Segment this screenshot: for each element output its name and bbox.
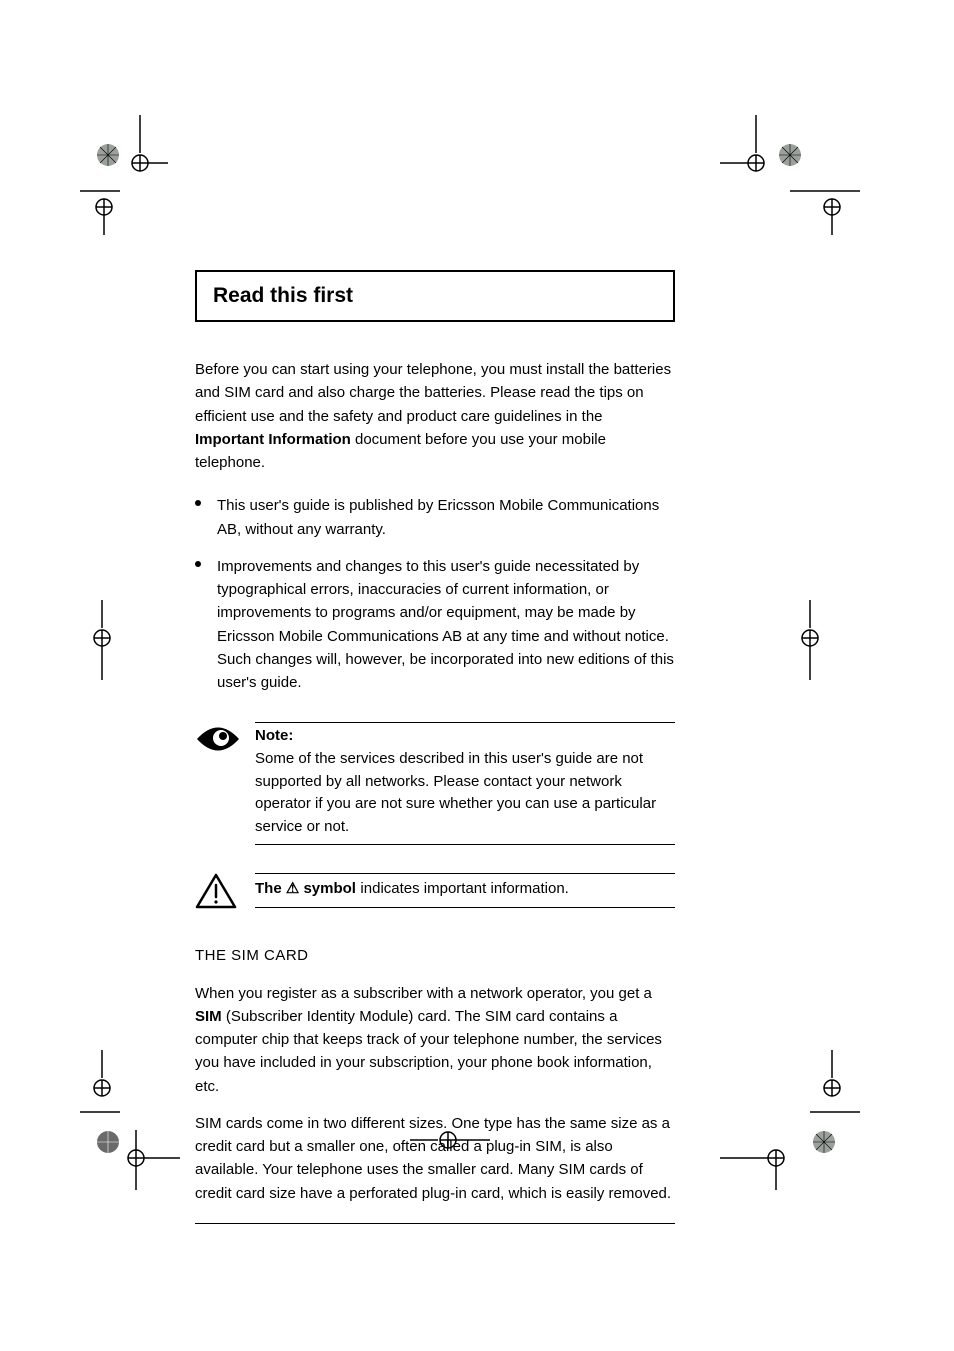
intro-paragraph: Before you can start using your telephon… xyxy=(195,358,675,474)
intro-bold: Important Information xyxy=(195,431,351,448)
note-label: Note: xyxy=(255,727,675,744)
eye-icon xyxy=(195,722,255,761)
warning-icon xyxy=(195,873,255,916)
crop-mark-tl xyxy=(80,115,168,235)
crop-mark-br xyxy=(720,1050,860,1190)
warning-callout: The ⚠ symbol indicates important informa… xyxy=(195,873,675,916)
note-text: Some of the services described in this u… xyxy=(255,748,675,838)
note-callout: Note: Some of the services described in … xyxy=(195,722,675,845)
intro-before: Before you can start using your telephon… xyxy=(195,361,671,425)
list-item: Improvements and changes to this user's … xyxy=(195,555,675,695)
page-title: Read this first xyxy=(195,270,675,322)
sim-paragraph-2: SIM cards come in two different sizes. O… xyxy=(195,1112,675,1205)
disclaimer-list: This user's guide is published by Ericss… xyxy=(195,494,675,694)
sim-p1-bold: SIM xyxy=(195,1008,222,1025)
sim-p1-before: When you register as a subscriber with a… xyxy=(195,985,652,1002)
list-item: This user's guide is published by Ericss… xyxy=(195,494,675,541)
crop-mark-left xyxy=(80,600,124,685)
symbol-text: indicates important information. xyxy=(360,880,568,897)
crop-mark-tr xyxy=(720,115,860,235)
crop-mark-right xyxy=(788,600,832,685)
sim-heading: THE SIM CARD xyxy=(195,944,675,967)
sim-paragraph-1: When you register as a subscriber with a… xyxy=(195,982,675,1098)
crop-mark-bl xyxy=(80,1050,180,1190)
section-rule xyxy=(195,1223,675,1224)
sim-p1-mid: (Subscriber Identity Module) card. The S… xyxy=(195,1008,662,1095)
symbol-label: The ⚠ symbol xyxy=(255,880,356,897)
